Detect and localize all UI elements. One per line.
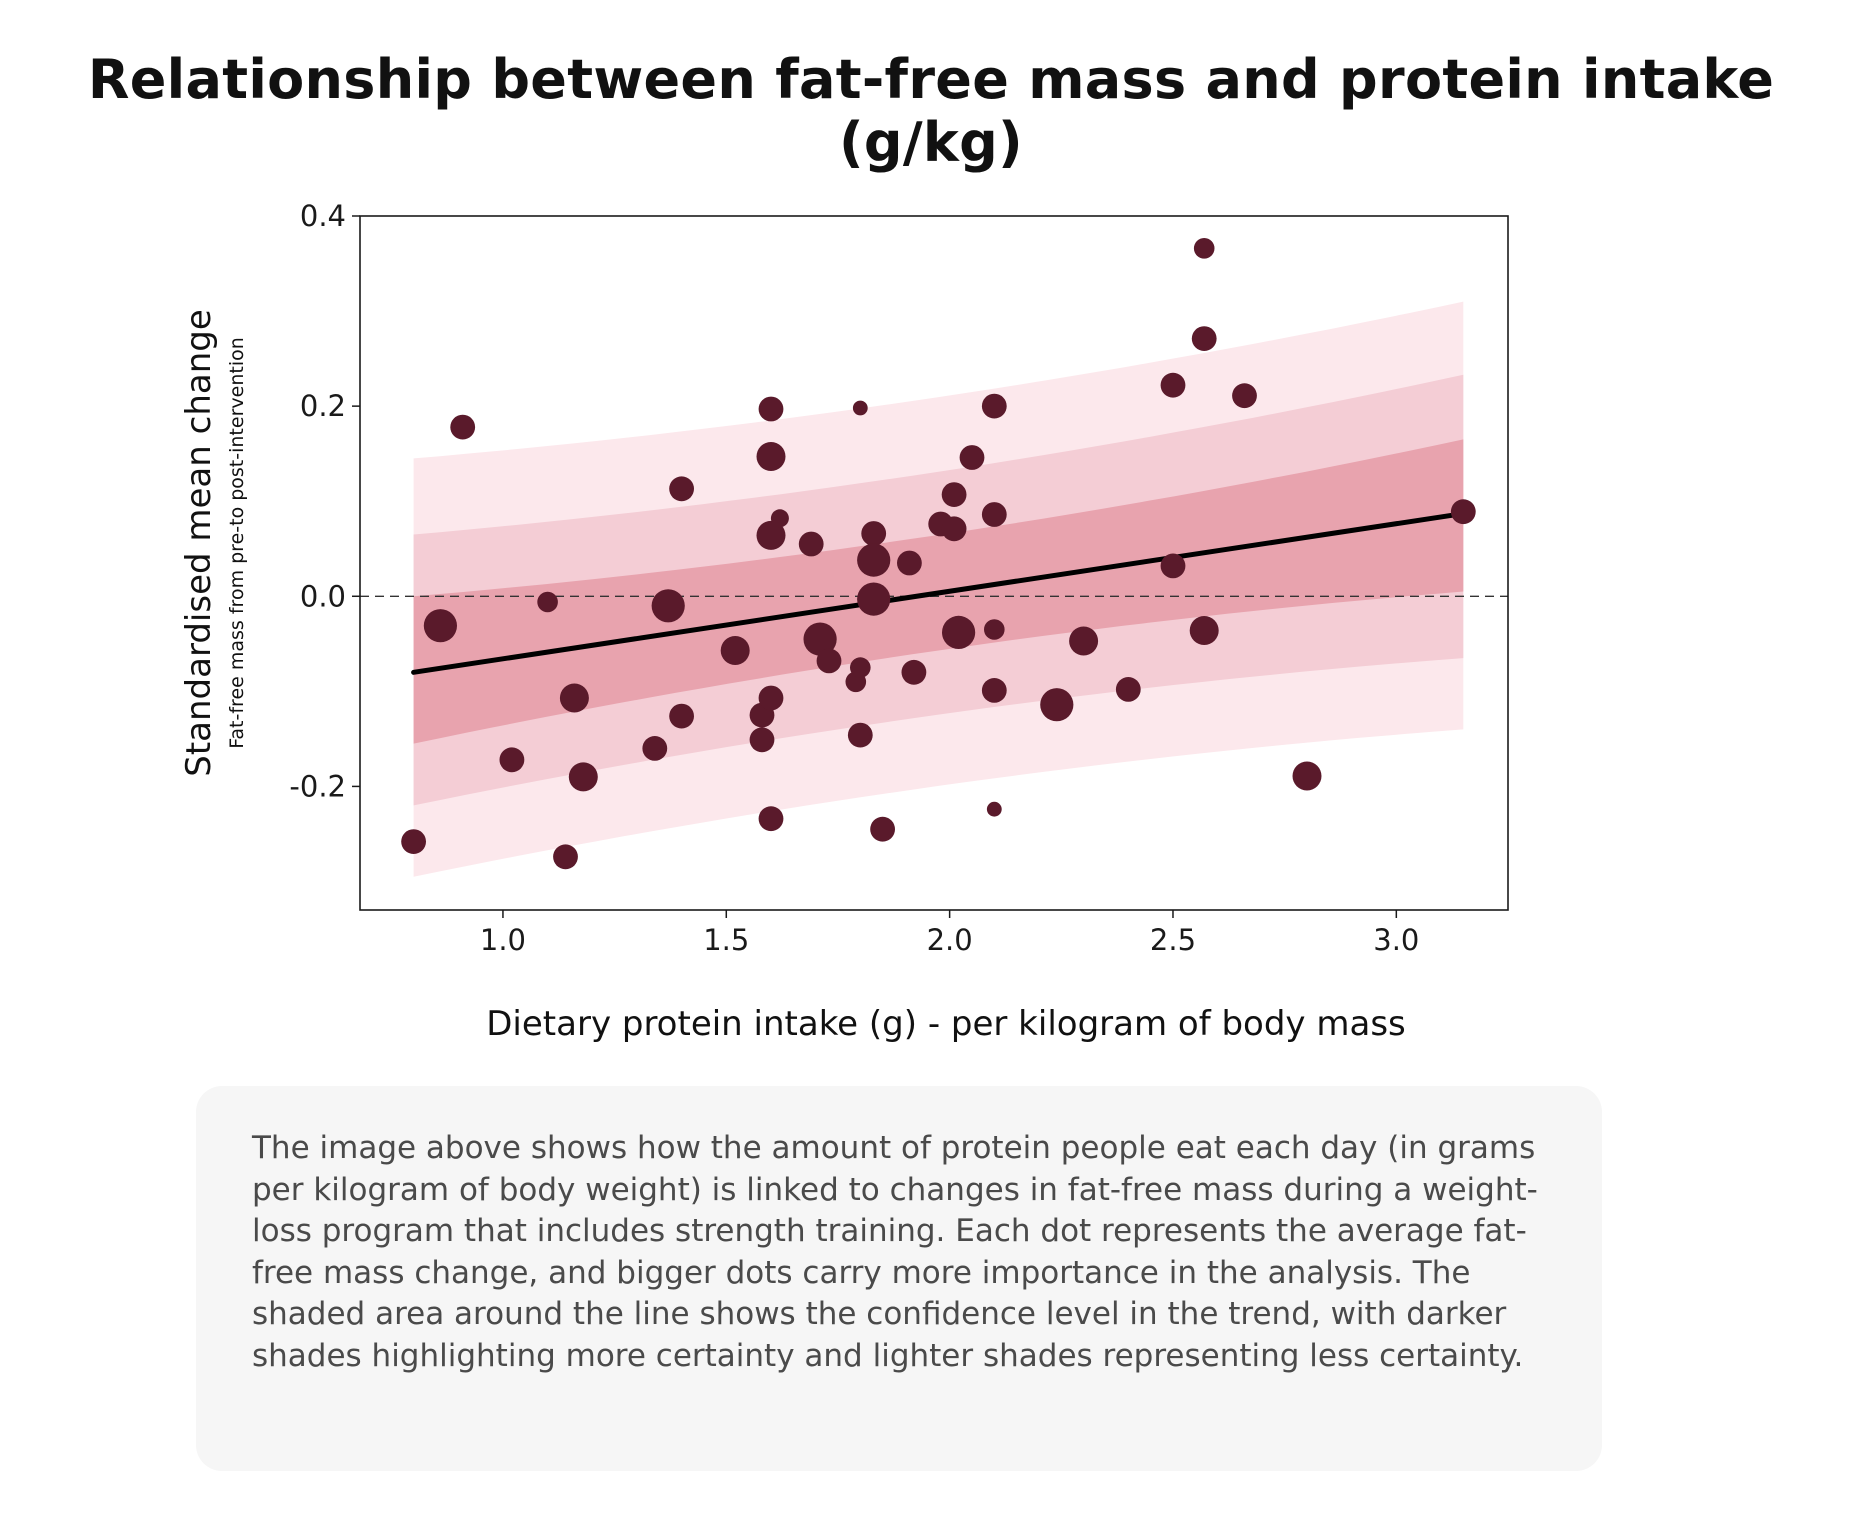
x-tick-label: 2.5 <box>1150 923 1196 957</box>
data-point <box>870 816 895 842</box>
y-tick-label: 0.4 <box>300 199 346 233</box>
data-point <box>959 445 985 470</box>
data-point <box>857 582 891 616</box>
plot-frame <box>359 215 1509 911</box>
scatter-chart: 1.0 1.5 2.0 2.5 3.0 0.4 0.2 0.0 -0.2 Standardis… <box>179 199 1509 1044</box>
data-point <box>1193 238 1215 259</box>
data-point <box>852 400 868 416</box>
y-tick-label: 0.0 <box>300 579 346 613</box>
data-point <box>941 516 967 542</box>
data-point <box>720 636 750 665</box>
y-tick-label: -0.2 <box>289 769 346 803</box>
data-point <box>901 659 927 685</box>
y-axis-ticks: 0.4 0.2 0.0 -0.2 <box>289 199 360 803</box>
x-tick-label: 2.0 <box>927 923 973 957</box>
data-point <box>850 657 871 678</box>
data-points <box>401 238 1476 870</box>
data-point <box>758 396 784 422</box>
y-tick-label: 0.2 <box>300 389 346 423</box>
data-point <box>553 844 578 870</box>
data-point <box>803 622 837 656</box>
data-point <box>758 685 784 711</box>
data-point <box>1160 372 1186 398</box>
description-card: The image above shows how the amount of … <box>196 1086 1602 1471</box>
data-point <box>756 442 786 471</box>
trend-line <box>411 511 1466 675</box>
data-point <box>1115 677 1141 702</box>
data-point <box>642 736 668 761</box>
x-tick-label: 1.0 <box>480 923 526 957</box>
data-point <box>1232 383 1257 409</box>
data-point <box>897 550 922 576</box>
y-axis-title: Standardised mean change <box>179 309 219 777</box>
data-point <box>401 829 426 854</box>
data-point <box>749 727 775 753</box>
data-point <box>981 502 1007 527</box>
data-point <box>559 683 589 713</box>
data-point <box>861 521 887 546</box>
data-point <box>1292 761 1322 791</box>
data-point <box>758 806 784 832</box>
data-point <box>981 678 1007 703</box>
data-point <box>423 609 457 643</box>
chart-title: Relationship between fat-free mass and p… <box>87 48 1775 174</box>
data-point <box>1040 688 1074 722</box>
data-point <box>651 589 685 623</box>
data-point <box>1069 626 1099 656</box>
data-point <box>847 722 873 748</box>
data-point <box>798 531 824 557</box>
data-point <box>1160 553 1186 579</box>
data-point <box>450 414 476 440</box>
x-axis-ticks: 1.0 1.5 2.0 2.5 3.0 <box>480 910 1419 957</box>
data-point <box>857 543 891 577</box>
x-tick-label: 1.5 <box>703 923 749 957</box>
data-point <box>816 648 842 674</box>
data-point <box>981 393 1007 419</box>
data-point <box>669 476 694 502</box>
data-point <box>941 482 967 507</box>
data-point <box>537 591 558 613</box>
data-point <box>499 747 525 773</box>
data-point <box>942 615 976 650</box>
data-point <box>669 703 694 729</box>
data-point <box>770 509 789 528</box>
description-text: The image above shows how the amount of … <box>252 1130 1538 1374</box>
data-point <box>1191 326 1217 351</box>
data-point <box>986 801 1002 817</box>
data-point <box>1450 499 1476 525</box>
data-point <box>984 619 1005 640</box>
x-axis-title: Dietary protein intake (g) - per kilogra… <box>486 1004 1406 1044</box>
data-point <box>756 520 786 550</box>
x-tick-label: 3.0 <box>1373 923 1419 957</box>
y-axis-subtitle: Fat-free mass from pre-to post-intervent… <box>226 337 248 749</box>
data-point <box>568 762 598 792</box>
data-point <box>1189 616 1219 645</box>
